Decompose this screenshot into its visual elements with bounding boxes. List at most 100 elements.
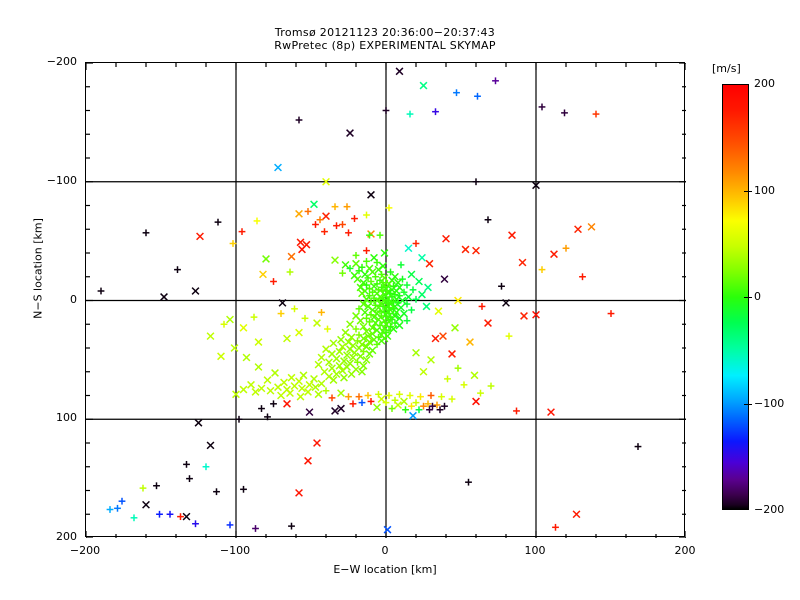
- data-point-x: [383, 525, 392, 534]
- data-point-x: [472, 246, 480, 255]
- data-point-plus: [295, 116, 303, 124]
- data-point-x: [415, 277, 423, 286]
- y-axis-label: N−S location [km]: [31, 218, 45, 319]
- data-point-x: [532, 181, 540, 190]
- data-point-x: [359, 300, 368, 308]
- x-tick-label: 100: [524, 544, 546, 557]
- data-point-x: [547, 408, 555, 417]
- data-point-x: [247, 380, 255, 389]
- data-point-x: [404, 293, 413, 301]
- data-point-x: [290, 382, 299, 390]
- data-point-plus: [387, 268, 394, 276]
- title-line-2: RwPretec (8p) EXPERIMENTAL SKYMAP: [274, 39, 496, 52]
- data-point-x: [422, 302, 431, 311]
- data-point-x: [304, 388, 312, 396]
- data-point-x: [283, 399, 291, 408]
- data-point-x: [310, 374, 318, 383]
- data-point-plus: [106, 506, 114, 513]
- data-point-plus: [339, 221, 346, 228]
- data-point-plus: [385, 392, 393, 399]
- data-point-x: [380, 249, 389, 257]
- data-point-plus: [220, 320, 228, 328]
- colorbar-tick-label: 200: [754, 77, 775, 90]
- data-point-plus: [270, 278, 277, 285]
- axis-ticks: [86, 63, 686, 538]
- data-point-x: [404, 244, 413, 253]
- data-point-x: [508, 231, 516, 240]
- data-point-x: [368, 329, 377, 338]
- data-point-plus: [415, 406, 423, 414]
- data-point-plus: [291, 305, 298, 313]
- data-point-x: [338, 342, 347, 351]
- data-point-x: [317, 353, 326, 362]
- colorbar-tick-mark: [744, 190, 752, 192]
- data-point-plus: [142, 229, 150, 237]
- data-point-plus: [346, 265, 354, 272]
- data-point-plus: [351, 215, 358, 222]
- data-point-plus: [454, 364, 462, 372]
- data-point-plus: [331, 203, 339, 211]
- data-point-x: [254, 363, 263, 371]
- data-point-x: [277, 391, 285, 400]
- data-point-x: [418, 253, 426, 262]
- data-point-plus: [358, 263, 366, 271]
- data-point-plus: [579, 273, 586, 281]
- x-tick-label: 200: [674, 544, 696, 557]
- data-point-x: [461, 245, 470, 254]
- data-point-x: [434, 307, 443, 316]
- data-point-x: [448, 350, 456, 358]
- data-point-x: [389, 325, 398, 333]
- data-point-plus: [345, 393, 352, 401]
- data-point-x: [337, 335, 345, 344]
- data-point-plus: [114, 504, 121, 512]
- data-point-x: [322, 177, 330, 186]
- colorbar-tick-label: 100: [754, 183, 775, 197]
- data-point-plus: [412, 399, 420, 407]
- data-point-plus: [460, 381, 468, 389]
- data-point-x: [518, 258, 527, 267]
- data-point-x: [394, 278, 402, 287]
- data-point-plus: [363, 247, 370, 255]
- data-point-plus: [465, 478, 472, 486]
- data-point-plus: [382, 399, 390, 407]
- data-point-x: [295, 209, 303, 218]
- y-tick-label: 100: [56, 411, 77, 425]
- data-point-x: [587, 222, 596, 231]
- data-point-x: [520, 312, 528, 320]
- data-point-plus: [238, 228, 246, 236]
- data-point-x: [364, 332, 372, 341]
- data-point-x: [295, 328, 303, 337]
- data-point-x: [325, 358, 333, 367]
- data-point-plus: [441, 402, 448, 410]
- plot-axes: [85, 62, 686, 538]
- x-axis-label: E−W location [km]: [333, 563, 437, 576]
- data-point-x: [352, 259, 360, 268]
- data-point-x: [439, 332, 447, 341]
- data-point-plus: [192, 520, 199, 528]
- data-point-plus: [453, 89, 460, 97]
- data-point-plus: [277, 310, 285, 317]
- data-point-plus: [166, 510, 174, 518]
- data-point-x: [251, 388, 260, 396]
- y-tick-label: −100: [46, 173, 77, 187]
- data-point-x: [194, 418, 203, 427]
- data-point-x: [295, 488, 303, 497]
- data-point-x: [287, 373, 296, 382]
- data-point-plus: [538, 266, 546, 274]
- data-point-x: [454, 296, 462, 305]
- plot-title: Tromsø 20121123 20:36:00−20:37:43 RwPret…: [85, 26, 685, 52]
- data-point-x: [254, 338, 263, 346]
- data-point-plus: [328, 394, 336, 402]
- data-point-x: [206, 332, 215, 341]
- data-point-plus: [177, 513, 184, 521]
- data-point-plus: [403, 300, 411, 308]
- data-point-x: [304, 456, 312, 465]
- data-point-plus: [366, 231, 373, 239]
- data-point-x: [367, 190, 375, 199]
- data-point-plus: [364, 274, 372, 282]
- data-point-x: [286, 389, 294, 398]
- data-point-x: [451, 323, 459, 332]
- data-point-plus: [429, 402, 436, 410]
- data-point-x: [226, 315, 234, 324]
- data-point-x: [431, 334, 440, 343]
